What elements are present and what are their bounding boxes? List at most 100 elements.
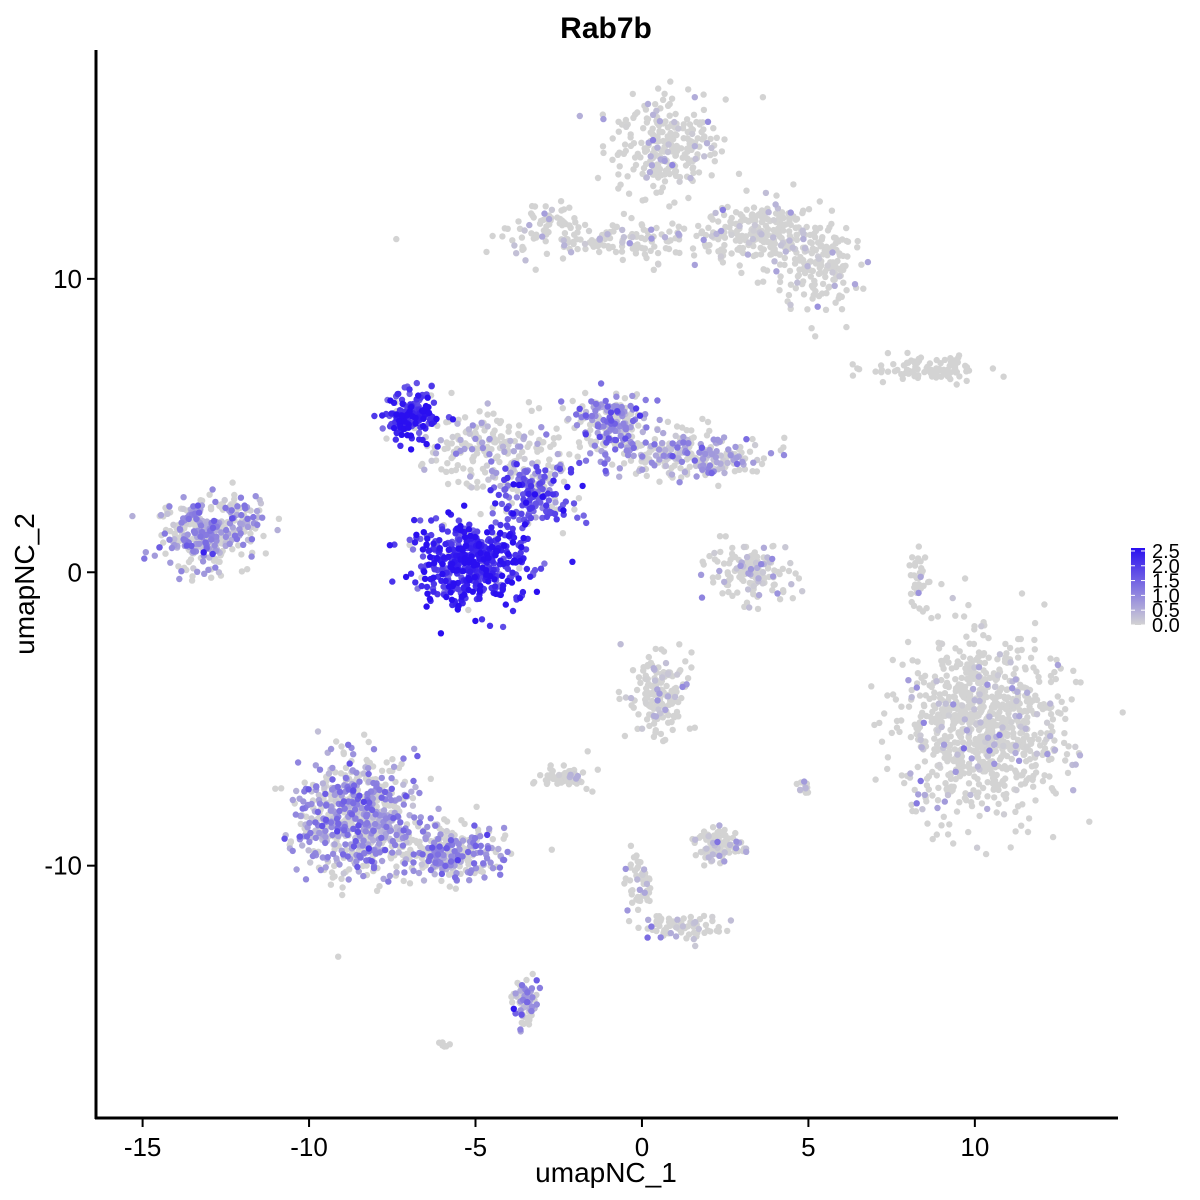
cell-point: [414, 752, 421, 760]
cell-point: [822, 273, 829, 281]
cell-point: [908, 598, 915, 606]
cell-point: [692, 852, 699, 859]
cell-point: [1008, 755, 1015, 763]
cell-point: [760, 455, 768, 462]
cell-point: [409, 546, 417, 553]
cell-point: [989, 365, 997, 372]
cell-point: [700, 106, 708, 114]
cell-point: [162, 550, 169, 557]
cell-point: [477, 849, 484, 856]
cell-point: [481, 874, 488, 881]
cell-point: [977, 719, 984, 726]
cell-point: [944, 791, 952, 799]
cell-point: [673, 423, 681, 430]
cell-point: [662, 706, 669, 713]
cell-point: [504, 225, 511, 232]
cell-point: [464, 848, 472, 856]
cell-point: [871, 721, 878, 729]
cell-point: [596, 248, 603, 256]
cell-point: [978, 800, 986, 807]
cell-point: [732, 209, 740, 216]
cell-point: [786, 267, 794, 275]
cell-point: [328, 869, 336, 876]
cell-point: [336, 788, 344, 796]
cell-point: [879, 378, 887, 386]
cell-point: [674, 671, 681, 678]
cell-point: [796, 257, 804, 264]
cell-point: [805, 206, 813, 213]
cell-point: [758, 460, 766, 468]
cell-point: [884, 754, 892, 761]
cell-point: [216, 502, 223, 509]
cell-point: [657, 730, 665, 738]
cell-point: [996, 731, 1003, 739]
cell-point: [878, 738, 886, 745]
cell-point: [274, 526, 281, 534]
cell-point: [413, 839, 421, 846]
cell-point: [391, 841, 399, 849]
cell-point: [980, 632, 987, 639]
cell-point: [750, 227, 757, 234]
cell-point: [575, 495, 583, 502]
cell-point: [613, 393, 620, 400]
cell-point: [832, 262, 839, 269]
cell-point: [971, 623, 978, 630]
cell-point: [434, 851, 442, 858]
cell-point: [554, 450, 561, 458]
cell-point: [550, 435, 558, 442]
cell-point: [389, 849, 396, 856]
cell-point: [454, 462, 461, 469]
cell-point: [791, 260, 799, 267]
cell-point: [211, 542, 218, 549]
cell-point: [386, 872, 394, 880]
cell-point: [773, 268, 780, 275]
cell-point: [673, 924, 680, 931]
cell-point: [954, 739, 961, 747]
cell-point: [197, 522, 205, 529]
cell-point: [975, 726, 983, 734]
cell-point: [788, 581, 795, 588]
cell-point: [399, 842, 407, 849]
cell-point: [639, 871, 646, 879]
cell-point: [370, 746, 378, 753]
cell-point: [654, 397, 661, 404]
cell-point: [945, 373, 953, 381]
cell-point: [935, 700, 942, 707]
cell-point: [1031, 731, 1038, 739]
cell-point: [995, 711, 1002, 718]
cell-point: [632, 250, 640, 257]
cell-point: [600, 115, 607, 123]
cell-point: [968, 755, 975, 762]
cell-point: [952, 676, 959, 683]
cell-point: [479, 483, 487, 490]
cell-point: [721, 858, 728, 865]
cell-point: [925, 578, 932, 586]
cell-point: [988, 693, 996, 700]
cell-point: [749, 235, 757, 243]
cell-point: [953, 808, 961, 815]
cell-point: [451, 848, 458, 855]
cell-point: [515, 453, 523, 460]
cell-point: [765, 209, 772, 216]
cell-point: [539, 486, 546, 493]
cell-point: [317, 866, 324, 874]
cell-point: [929, 835, 936, 843]
cell-point: [355, 822, 362, 829]
cell-point: [406, 541, 413, 549]
cell-point: [648, 226, 655, 233]
cell-point: [1003, 686, 1010, 693]
cell-point: [472, 842, 479, 850]
cell-point: [1064, 769, 1072, 777]
cell-point: [650, 182, 657, 190]
cell-point: [483, 855, 491, 862]
cell-point: [559, 255, 567, 262]
cell-point: [724, 203, 731, 211]
cell-point: [991, 700, 998, 708]
cell-point: [638, 725, 646, 732]
cell-point: [359, 862, 367, 870]
cell-point: [676, 249, 683, 257]
cell-point: [884, 765, 891, 773]
cell-point: [1057, 710, 1064, 717]
cell-point: [467, 869, 474, 877]
cell-point: [209, 486, 216, 493]
